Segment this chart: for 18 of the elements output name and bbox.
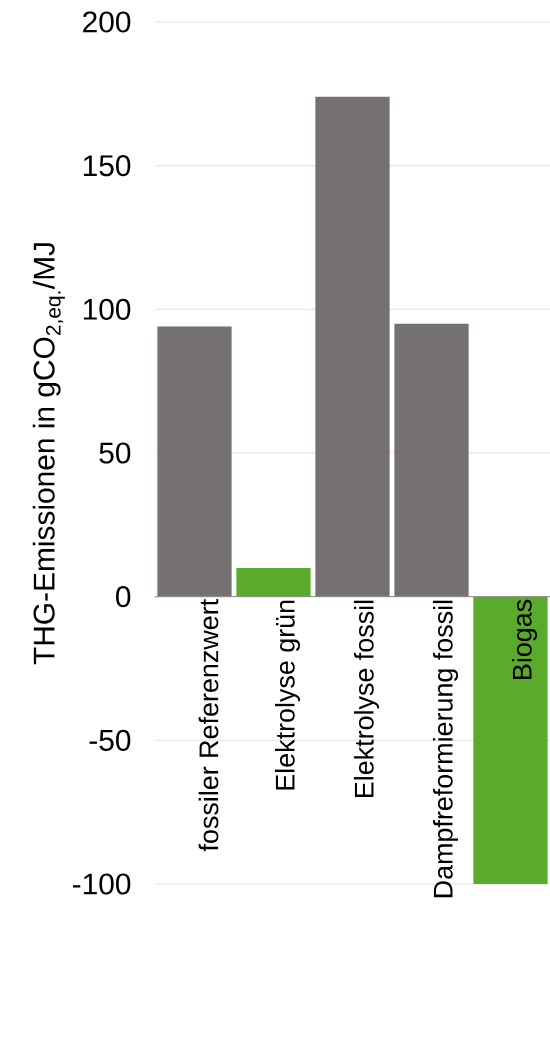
y-axis-title: THG-Emissionen in gCO$_{2,eq.}$/MJ: [32, 243, 65, 665]
bar: [315, 96, 390, 597]
y-tick-label: 100: [83, 298, 131, 320]
y-tick-label: 150: [83, 155, 131, 177]
y-tick-label: -100: [72, 873, 131, 895]
y-tick-label: -50: [89, 729, 131, 751]
bar: [473, 596, 548, 884]
bar: [394, 323, 469, 597]
y-tick-label: 0: [116, 586, 131, 608]
bar: [157, 326, 232, 597]
y-tick-label: 50: [99, 442, 131, 464]
y-tick-label: 200: [83, 11, 131, 33]
x-tick-label: Elektrolyse grün: [274, 600, 301, 790]
x-tick-label: Biogas: [511, 599, 538, 679]
x-tick-label: Elektrolyse fossil: [353, 600, 380, 797]
x-tick-label: fossiler Referenzwert: [198, 599, 219, 852]
bar: [236, 567, 311, 597]
x-tick-label: Dampfreformierung fossil: [432, 600, 459, 898]
